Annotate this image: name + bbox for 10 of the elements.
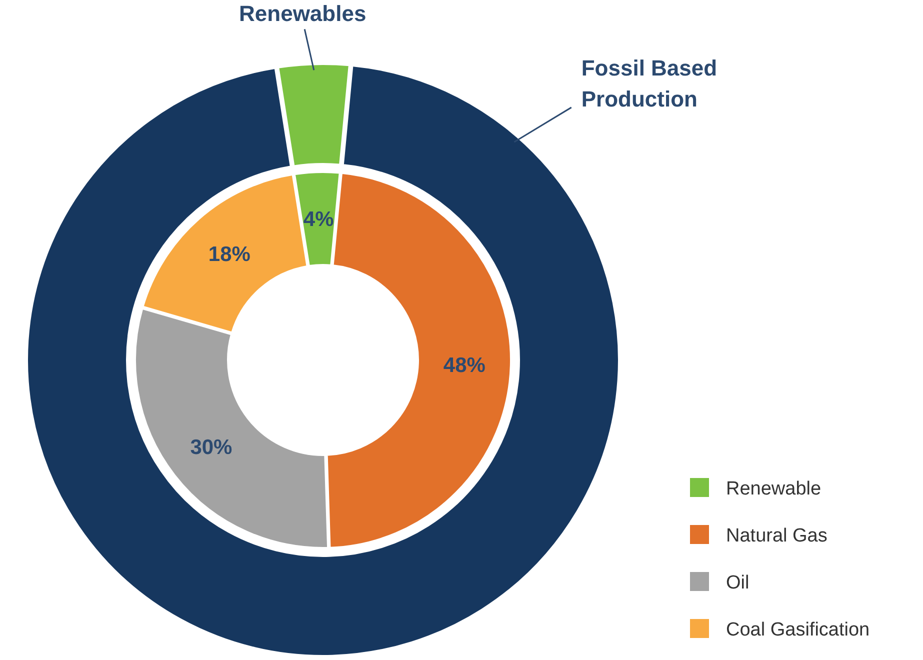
slice-label: Fossil Based Production <box>581 55 718 112</box>
data-label: 30% <box>190 436 233 460</box>
legend-label: Natural Gas <box>726 526 828 547</box>
legend-label: Renewable <box>726 478 822 500</box>
data-label: 4% <box>303 208 334 231</box>
data-label: 48% <box>443 354 486 377</box>
slice-label: Renewables <box>239 1 366 26</box>
data-label: 18% <box>208 243 251 266</box>
legend-label: Oil <box>726 572 750 594</box>
legend-label: Coal Gasification <box>726 620 870 641</box>
